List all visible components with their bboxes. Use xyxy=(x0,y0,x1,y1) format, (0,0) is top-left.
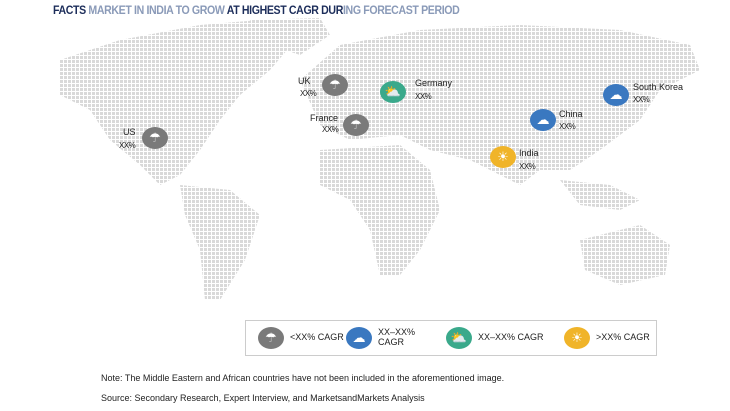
country-label: UK xyxy=(298,76,311,86)
sun-icon: ☀ xyxy=(490,146,516,168)
icon-glyph: ☀ xyxy=(571,330,583,345)
africa xyxy=(320,145,440,275)
sun-cloud-icon: ⛅ xyxy=(380,81,406,103)
icon-glyph: ⛅ xyxy=(450,330,468,345)
legend-label: XX–XX% CAGR xyxy=(478,332,544,342)
icon-glyph: ☁ xyxy=(352,330,366,345)
icon-glyph: ☁ xyxy=(536,112,550,127)
icon-glyph: ☂ xyxy=(329,77,341,92)
rain-cloud-icon: ☂ xyxy=(322,74,348,96)
country-cagr-value: XX% xyxy=(519,162,536,171)
country-cagr-value: XX% xyxy=(415,92,432,101)
legend-label: XX–XX% CAGR xyxy=(378,327,416,347)
rain-cloud-icon: ☂ xyxy=(142,127,168,149)
country-cagr-value: XX% xyxy=(559,122,576,131)
legend: ☂ <XX% CAGR ☁ XX–XX% CAGR ⛅ XX–XX% CAGR ☀ >XX% … xyxy=(245,320,657,356)
title-part: ING FORECAST PERIOD xyxy=(342,5,460,17)
greenland xyxy=(250,18,330,55)
cloud-icon: ☁ xyxy=(346,327,372,349)
country-label: Germany xyxy=(415,78,453,88)
legend-label: >XX% CAGR xyxy=(596,332,650,342)
world-dot-map xyxy=(60,18,700,300)
title-part: MARKET IN INDIA TO GROW xyxy=(85,5,227,17)
north-america xyxy=(60,20,300,185)
note-text: Note: The Middle Eastern and African cou… xyxy=(101,373,505,383)
title-part: FACTS xyxy=(53,5,86,17)
title-part: AT HIGHEST CAGR DUR xyxy=(226,5,344,17)
icon-glyph: ☀ xyxy=(497,149,509,164)
south-america xyxy=(180,185,260,300)
sun-cloud-icon: ⛅ xyxy=(446,327,472,349)
icon-glyph: ☂ xyxy=(265,330,277,345)
southeast-asia xyxy=(560,180,640,210)
country-cagr-value: XX% xyxy=(119,141,136,150)
country-cagr-value: XX% xyxy=(322,125,339,134)
icon-glyph: ☂ xyxy=(149,130,161,145)
australia xyxy=(580,225,670,285)
country-cagr-value: XX% xyxy=(300,89,317,98)
country-label: South Korea xyxy=(633,82,684,92)
country-label: China xyxy=(559,109,583,119)
country-label: US xyxy=(123,127,136,137)
icon-glyph: ⛅ xyxy=(384,84,402,99)
map-title: FACTS MARKET IN INDIA TO GROW AT HIGHEST… xyxy=(53,4,460,18)
rain-cloud-icon: ☂ xyxy=(258,327,284,349)
rain-cloud-icon: ☂ xyxy=(343,114,369,136)
europe-asia xyxy=(300,25,700,185)
country-label: India xyxy=(519,148,539,158)
cloud-icon: ☁ xyxy=(603,84,629,106)
icon-glyph: ☁ xyxy=(609,87,623,102)
country-label: France xyxy=(310,113,339,123)
legend-label: <XX% CAGR xyxy=(290,332,344,342)
cloud-icon: ☁ xyxy=(530,109,556,131)
sun-icon: ☀ xyxy=(564,327,590,349)
source-text: Source: Secondary Research, Expert Inter… xyxy=(101,393,425,403)
country-cagr-value: XX% xyxy=(633,95,650,104)
icon-glyph: ☂ xyxy=(350,117,362,132)
